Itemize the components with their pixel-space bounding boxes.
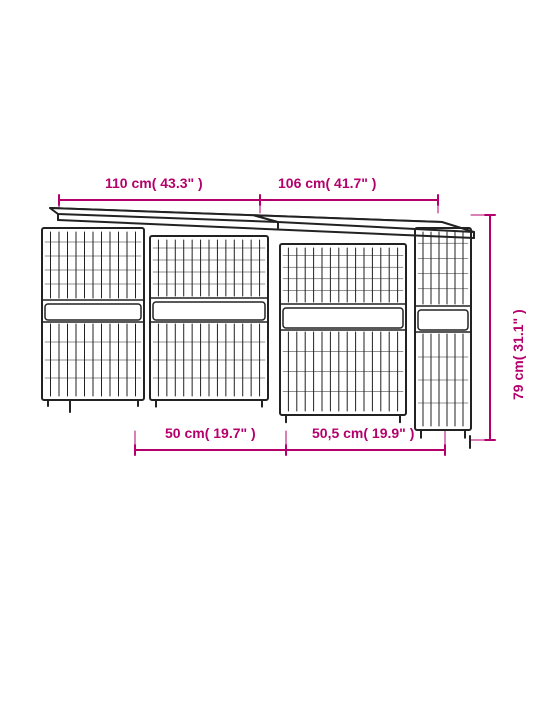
furniture-line-art <box>0 0 540 720</box>
dim-label-bottom-right: 50,5 cm( 19.9" ) <box>312 425 414 441</box>
dim-label-bottom-left: 50 cm( 19.7" ) <box>165 425 256 441</box>
diagram-page: 110 cm( 43.3" ) 106 cm( 41.7" ) 50 cm( 1… <box>0 0 540 720</box>
dim-label-right: 79 cm( 31.1" ) <box>510 309 526 400</box>
dim-label-top-left: 110 cm( 43.3" ) <box>105 175 203 191</box>
dim-label-top-right: 106 cm( 41.7" ) <box>278 175 376 191</box>
